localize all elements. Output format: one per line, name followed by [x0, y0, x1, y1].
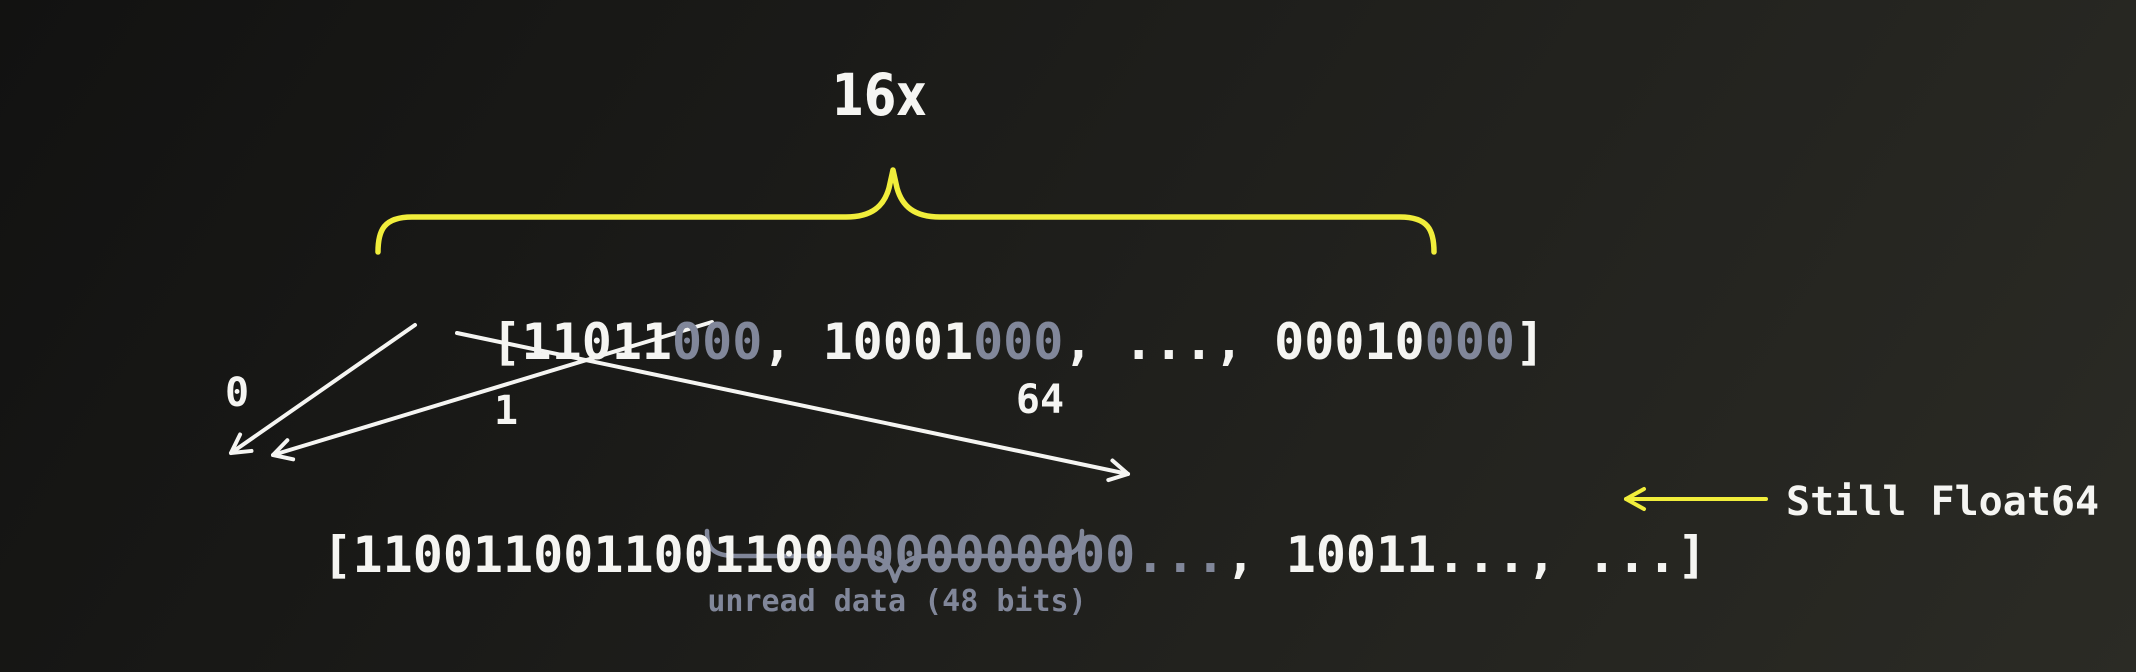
compressed-byte-array: [11011000, 10001000, ..., 00010000] — [371, 267, 1545, 417]
array-segment: , 10001 — [762, 313, 974, 371]
array-segment: [1100110011001100 — [322, 526, 835, 584]
array-segment: [11011 — [491, 313, 673, 371]
array-segment: , 10011..., ...] — [1225, 526, 1708, 584]
unread-data-caption: unread data (48 bits) — [707, 584, 1087, 619]
mapping-arrow-bit1 — [271, 320, 714, 462]
array-segment: 000 — [1424, 313, 1515, 371]
array-segment: ] — [1514, 313, 1546, 371]
unread-data-brace — [704, 528, 1085, 584]
mapping-arrow-bit64 — [455, 331, 1130, 483]
decoded-float64-array: [11001100110011000000000000..., 10011...… — [202, 480, 1707, 630]
array-segment: 000 — [672, 313, 763, 371]
array-segment: , ..., 00010 — [1063, 313, 1425, 371]
bit-index-0-label: 0 — [224, 370, 250, 416]
array-segment: 0000000000... — [834, 526, 1226, 584]
array-segment: 000 — [973, 313, 1064, 371]
multiplier-label: 16x — [831, 61, 927, 129]
bit-index-1-label: 1 — [493, 388, 519, 434]
still-float64-label: Still Float64 — [1786, 479, 2100, 525]
top-brace — [375, 167, 1437, 255]
mapping-arrow-bit0 — [228, 323, 417, 455]
bit-index-64-label: 64 — [1015, 377, 1065, 423]
